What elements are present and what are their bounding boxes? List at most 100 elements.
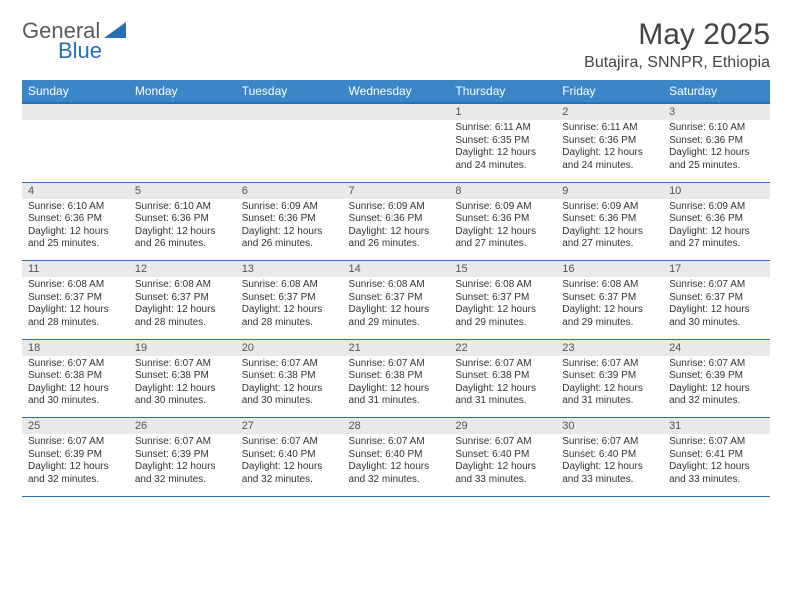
- day-number-cell: 5: [129, 182, 236, 199]
- day-number-cell: 26: [129, 418, 236, 435]
- daylight-line: Daylight: 12 hours and 29 minutes.: [349, 304, 444, 329]
- day-info-cell: Sunrise: 6:07 AMSunset: 6:38 PMDaylight:…: [343, 356, 450, 418]
- brand-word-2: Blue: [58, 38, 102, 64]
- sunset-line: Sunset: 6:41 PM: [669, 449, 764, 462]
- daylight-line: Daylight: 12 hours and 24 minutes.: [562, 147, 657, 172]
- day-number-cell: 22: [449, 339, 556, 356]
- daylight-line: Daylight: 12 hours and 31 minutes.: [562, 383, 657, 408]
- day-number-cell: 7: [343, 182, 450, 199]
- day-number-cell: 2: [556, 103, 663, 120]
- day-number-cell: 1: [449, 103, 556, 120]
- day-info-cell: Sunrise: 6:07 AMSunset: 6:40 PMDaylight:…: [343, 434, 450, 496]
- sunset-line: Sunset: 6:37 PM: [349, 292, 444, 305]
- sunrise-line: Sunrise: 6:11 AM: [455, 122, 550, 135]
- calendar-body: 123 Sunrise: 6:11 AMSunset: 6:35 PMDayli…: [22, 103, 770, 496]
- day-number-cell: 23: [556, 339, 663, 356]
- sunset-line: Sunset: 6:39 PM: [28, 449, 123, 462]
- day-number-cell: [343, 103, 450, 120]
- day-info-cell: [129, 120, 236, 182]
- daylight-line: Daylight: 12 hours and 30 minutes.: [135, 383, 230, 408]
- weekday-heading: Friday: [556, 80, 663, 103]
- weekday-heading: Tuesday: [236, 80, 343, 103]
- day-number-cell: 24: [663, 339, 770, 356]
- weekday-heading: Monday: [129, 80, 236, 103]
- sunrise-line: Sunrise: 6:07 AM: [349, 358, 444, 371]
- day-number-cell: 12: [129, 261, 236, 278]
- sunset-line: Sunset: 6:37 PM: [135, 292, 230, 305]
- sunrise-line: Sunrise: 6:10 AM: [135, 201, 230, 214]
- day-info-cell: Sunrise: 6:07 AMSunset: 6:40 PMDaylight:…: [556, 434, 663, 496]
- day-info-cell: Sunrise: 6:08 AMSunset: 6:37 PMDaylight:…: [556, 277, 663, 339]
- sunset-line: Sunset: 6:36 PM: [242, 213, 337, 226]
- daylight-line: Daylight: 12 hours and 24 minutes.: [455, 147, 550, 172]
- sunset-line: Sunset: 6:38 PM: [28, 370, 123, 383]
- day-info-cell: Sunrise: 6:07 AMSunset: 6:38 PMDaylight:…: [449, 356, 556, 418]
- day-info-cell: Sunrise: 6:09 AMSunset: 6:36 PMDaylight:…: [236, 199, 343, 261]
- day-number-cell: 14: [343, 261, 450, 278]
- calendar-table: Sunday Monday Tuesday Wednesday Thursday…: [22, 80, 770, 497]
- sunset-line: Sunset: 6:38 PM: [455, 370, 550, 383]
- sunset-line: Sunset: 6:36 PM: [562, 213, 657, 226]
- day-info-cell: Sunrise: 6:08 AMSunset: 6:37 PMDaylight:…: [129, 277, 236, 339]
- sunset-line: Sunset: 6:35 PM: [455, 135, 550, 148]
- sunrise-line: Sunrise: 6:07 AM: [669, 279, 764, 292]
- sunset-line: Sunset: 6:40 PM: [562, 449, 657, 462]
- day-info-row: Sunrise: 6:07 AMSunset: 6:39 PMDaylight:…: [22, 434, 770, 496]
- daylight-line: Daylight: 12 hours and 26 minutes.: [349, 226, 444, 251]
- daylight-line: Daylight: 12 hours and 33 minutes.: [562, 461, 657, 486]
- day-info-cell: Sunrise: 6:07 AMSunset: 6:37 PMDaylight:…: [663, 277, 770, 339]
- sunset-line: Sunset: 6:37 PM: [242, 292, 337, 305]
- sunset-line: Sunset: 6:37 PM: [28, 292, 123, 305]
- weekday-heading: Saturday: [663, 80, 770, 103]
- day-number-row: 25262728293031: [22, 418, 770, 435]
- daylight-line: Daylight: 12 hours and 28 minutes.: [135, 304, 230, 329]
- daylight-line: Daylight: 12 hours and 30 minutes.: [669, 304, 764, 329]
- day-number-cell: 17: [663, 261, 770, 278]
- day-info-cell: Sunrise: 6:07 AMSunset: 6:38 PMDaylight:…: [236, 356, 343, 418]
- daylight-line: Daylight: 12 hours and 31 minutes.: [349, 383, 444, 408]
- sunrise-line: Sunrise: 6:08 AM: [135, 279, 230, 292]
- day-number-cell: 10: [663, 182, 770, 199]
- day-number-cell: 18: [22, 339, 129, 356]
- sunrise-line: Sunrise: 6:08 AM: [28, 279, 123, 292]
- sunset-line: Sunset: 6:37 PM: [669, 292, 764, 305]
- daylight-line: Daylight: 12 hours and 27 minutes.: [455, 226, 550, 251]
- sunset-line: Sunset: 6:36 PM: [669, 135, 764, 148]
- day-number-cell: 3: [663, 103, 770, 120]
- sunset-line: Sunset: 6:38 PM: [349, 370, 444, 383]
- sunrise-line: Sunrise: 6:07 AM: [455, 358, 550, 371]
- sunrise-line: Sunrise: 6:07 AM: [669, 436, 764, 449]
- sunset-line: Sunset: 6:37 PM: [562, 292, 657, 305]
- sunrise-line: Sunrise: 6:07 AM: [562, 358, 657, 371]
- day-number-cell: 21: [343, 339, 450, 356]
- day-number-cell: 31: [663, 418, 770, 435]
- day-number-cell: 28: [343, 418, 450, 435]
- day-number-row: 45678910: [22, 182, 770, 199]
- sunset-line: Sunset: 6:39 PM: [135, 449, 230, 462]
- daylight-line: Daylight: 12 hours and 25 minutes.: [669, 147, 764, 172]
- day-number-cell: 16: [556, 261, 663, 278]
- day-info-cell: Sunrise: 6:07 AMSunset: 6:41 PMDaylight:…: [663, 434, 770, 496]
- sunrise-line: Sunrise: 6:07 AM: [242, 358, 337, 371]
- brand-logo: General Blue: [22, 18, 142, 62]
- day-info-cell: Sunrise: 6:10 AMSunset: 6:36 PMDaylight:…: [663, 120, 770, 182]
- day-number-row: 11121314151617: [22, 261, 770, 278]
- daylight-line: Daylight: 12 hours and 27 minutes.: [669, 226, 764, 251]
- daylight-line: Daylight: 12 hours and 30 minutes.: [28, 383, 123, 408]
- day-info-cell: Sunrise: 6:07 AMSunset: 6:39 PMDaylight:…: [129, 434, 236, 496]
- sunrise-line: Sunrise: 6:07 AM: [135, 436, 230, 449]
- sunrise-line: Sunrise: 6:10 AM: [28, 201, 123, 214]
- day-number-cell: [22, 103, 129, 120]
- day-info-cell: Sunrise: 6:08 AMSunset: 6:37 PMDaylight:…: [236, 277, 343, 339]
- day-info-row: Sunrise: 6:08 AMSunset: 6:37 PMDaylight:…: [22, 277, 770, 339]
- day-number-cell: [129, 103, 236, 120]
- daylight-line: Daylight: 12 hours and 33 minutes.: [669, 461, 764, 486]
- sunrise-line: Sunrise: 6:09 AM: [455, 201, 550, 214]
- daylight-line: Daylight: 12 hours and 30 minutes.: [242, 383, 337, 408]
- day-info-cell: Sunrise: 6:10 AMSunset: 6:36 PMDaylight:…: [129, 199, 236, 261]
- day-info-cell: Sunrise: 6:08 AMSunset: 6:37 PMDaylight:…: [343, 277, 450, 339]
- daylight-line: Daylight: 12 hours and 31 minutes.: [455, 383, 550, 408]
- day-info-cell: Sunrise: 6:07 AMSunset: 6:40 PMDaylight:…: [449, 434, 556, 496]
- day-info-cell: Sunrise: 6:07 AMSunset: 6:40 PMDaylight:…: [236, 434, 343, 496]
- sunrise-line: Sunrise: 6:10 AM: [669, 122, 764, 135]
